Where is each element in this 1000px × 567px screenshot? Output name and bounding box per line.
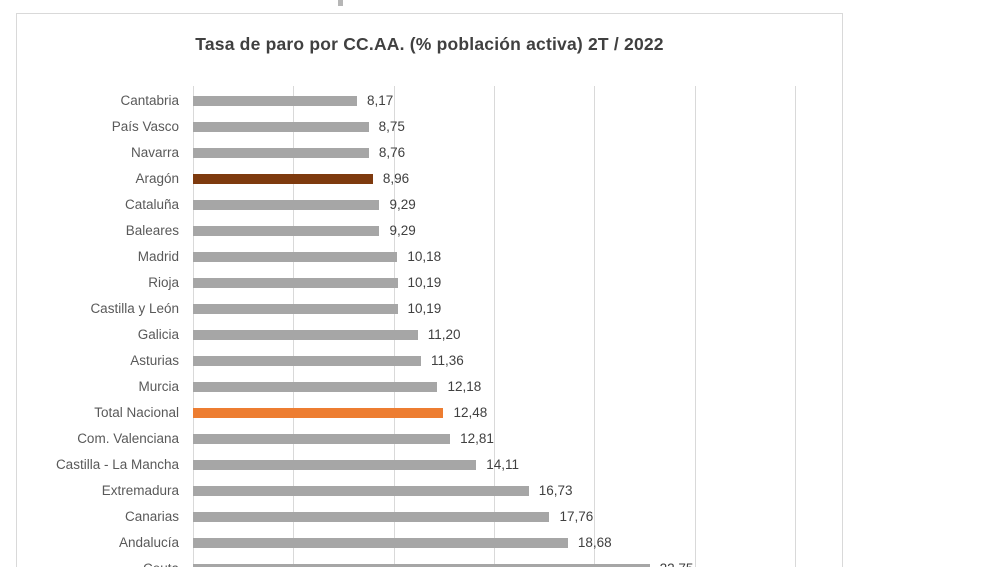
category-label: Navarra [130, 145, 179, 160]
category-label: País Vasco [111, 119, 179, 134]
chart-card: Tasa de paro por CC.AA. (% población act… [16, 13, 843, 567]
gridline [594, 86, 596, 567]
category-label: Cataluña [124, 197, 179, 212]
category-label: Com. Valenciana [77, 431, 179, 446]
category-label: Ceuta [19, 556, 179, 567]
bar [193, 564, 650, 567]
category-label: Total Nacional [94, 405, 179, 420]
bar [193, 434, 451, 444]
bar [193, 226, 380, 236]
category-label: Murcia [138, 379, 179, 394]
category-label: Aragón [135, 171, 179, 186]
bar [193, 460, 477, 470]
bar [193, 486, 529, 496]
bar [193, 174, 373, 184]
category-label: Castilla - La Mancha [55, 457, 179, 472]
category-label: Castilla y León [90, 301, 179, 316]
bar [193, 200, 380, 210]
bar [193, 382, 438, 392]
value-label: 14,11 [486, 457, 519, 472]
value-axis-line [193, 86, 194, 567]
category-label: Extremadura [101, 483, 179, 498]
category-label: Rioja [148, 275, 179, 290]
gridline [494, 86, 496, 567]
value-label: 22,75 [660, 556, 694, 567]
bar [193, 96, 357, 106]
value-label: 9,29 [389, 197, 416, 212]
value-label: 10,18 [407, 249, 442, 264]
value-label: 12,48 [453, 405, 488, 420]
value-label: 9,29 [389, 223, 416, 238]
category-label: Galicia [137, 327, 179, 342]
bar [193, 356, 421, 366]
category-label: Cantabria [120, 93, 179, 108]
gridline [293, 86, 295, 567]
top-edge-artifact [338, 0, 343, 6]
category-label: Baleares [125, 223, 179, 238]
value-label: 12,18 [447, 379, 482, 394]
value-label: 10,19 [407, 301, 442, 316]
bar [193, 538, 568, 548]
gridline [393, 86, 395, 567]
bar [193, 148, 369, 158]
category-label: Asturias [130, 353, 179, 368]
gridline [694, 86, 696, 567]
value-label: 10,19 [407, 275, 442, 290]
value-label: 11,20 [427, 327, 461, 342]
value-label: 12,81 [460, 431, 494, 446]
bar [193, 304, 398, 314]
value-label: 16,73 [538, 483, 573, 498]
bar [193, 408, 444, 418]
bar [193, 330, 418, 340]
chart-title: Tasa de paro por CC.AA. (% población act… [195, 34, 664, 54]
gridline [795, 86, 797, 567]
value-label: 8,17 [366, 93, 394, 108]
value-label: 8,96 [382, 171, 410, 186]
value-label: 18,68 [577, 535, 612, 550]
value-label: 8,75 [378, 119, 405, 134]
value-label: 8,76 [378, 145, 406, 160]
bar [193, 512, 550, 522]
value-label: 17,76 [559, 509, 594, 524]
category-label: Andalucía [118, 535, 179, 550]
bar [193, 278, 398, 288]
category-label: Madrid [137, 249, 179, 264]
value-label: 11,36 [430, 353, 464, 368]
category-label: Canarias [124, 509, 179, 524]
bar [193, 252, 398, 262]
bar [193, 122, 369, 132]
